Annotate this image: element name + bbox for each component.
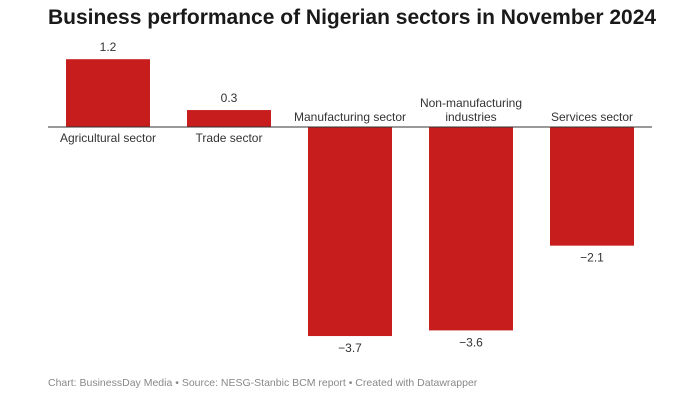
category-label: Non-manufacturing [420, 96, 522, 110]
category-label: industries [445, 110, 496, 124]
bar [308, 127, 392, 337]
chart-title: Business performance of Nigerian sectors… [48, 6, 657, 29]
bar [187, 110, 271, 127]
bar [66, 59, 150, 128]
data-label: 1.2 [100, 40, 117, 54]
data-label: −3.6 [459, 335, 483, 349]
category-label: Services sector [551, 110, 633, 124]
data-label: 0.3 [221, 91, 238, 105]
category-label: Agricultural sector [60, 131, 156, 145]
chart-footer: Chart: BusinessDay Media • Source: NESG-… [48, 377, 478, 389]
data-label: −3.7 [338, 341, 362, 355]
category-label: Manufacturing sector [294, 110, 406, 124]
bar [429, 127, 513, 331]
bar [550, 127, 634, 246]
data-label: −2.1 [580, 251, 604, 265]
category-label: Trade sector [196, 131, 263, 145]
